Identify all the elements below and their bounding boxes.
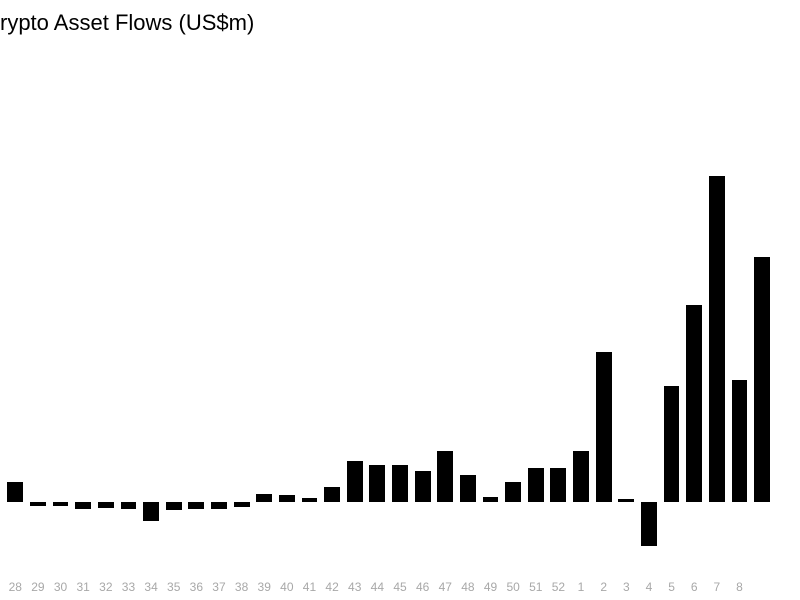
x-tick-label: 50	[506, 580, 519, 594]
bar	[732, 380, 748, 502]
chart-title: rypto Asset Flows (US$m)	[0, 10, 254, 36]
bar	[392, 465, 408, 502]
bar	[573, 451, 589, 502]
x-tick-label: 52	[552, 580, 565, 594]
x-tick-label: 4	[646, 580, 653, 594]
x-tick-label: 49	[484, 580, 497, 594]
x-tick-label: 40	[280, 580, 293, 594]
bar	[483, 497, 499, 502]
bar	[30, 502, 46, 506]
x-axis: 2829303132333435363738394041424344454647…	[4, 574, 796, 600]
x-tick-label: 28	[9, 580, 22, 594]
x-tick-label: 30	[54, 580, 67, 594]
bar	[53, 502, 69, 506]
plot-area	[4, 60, 796, 570]
bar	[460, 475, 476, 502]
x-tick-label: 29	[31, 580, 44, 594]
x-tick-label: 36	[190, 580, 203, 594]
bar	[324, 487, 340, 502]
bar	[256, 494, 272, 502]
x-tick-label: 1	[578, 580, 585, 594]
bar	[98, 502, 114, 508]
x-tick-label: 41	[303, 580, 316, 594]
x-tick-label: 37	[212, 580, 225, 594]
bar	[641, 502, 657, 546]
x-tick-label: 7	[713, 580, 720, 594]
bar	[618, 499, 634, 502]
bar	[369, 465, 385, 502]
bar	[347, 461, 363, 502]
bar	[211, 502, 227, 509]
chart-container: rypto Asset Flows (US$m) 282930313233343…	[0, 0, 800, 600]
bar	[550, 468, 566, 502]
bar	[75, 502, 91, 509]
x-tick-label: 47	[439, 580, 452, 594]
bar	[279, 495, 295, 502]
x-tick-label: 38	[235, 580, 248, 594]
bar	[121, 502, 137, 509]
bar	[437, 451, 453, 502]
bar	[505, 482, 521, 502]
x-tick-label: 32	[99, 580, 112, 594]
x-tick-label: 44	[371, 580, 384, 594]
x-tick-label: 34	[144, 580, 157, 594]
x-tick-label: 42	[325, 580, 338, 594]
bar	[7, 482, 23, 502]
x-tick-label: 48	[461, 580, 474, 594]
bar	[754, 257, 770, 502]
bar	[188, 502, 204, 509]
x-tick-label: 43	[348, 580, 361, 594]
x-tick-label: 51	[529, 580, 542, 594]
x-tick-label: 31	[77, 580, 90, 594]
bar	[709, 176, 725, 502]
x-tick-label: 8	[736, 580, 743, 594]
bar	[302, 498, 318, 502]
x-tick-label: 2	[600, 580, 607, 594]
bar	[234, 502, 250, 507]
x-tick-label: 39	[258, 580, 271, 594]
x-tick-label: 35	[167, 580, 180, 594]
x-tick-label: 3	[623, 580, 630, 594]
bar	[664, 386, 680, 502]
x-tick-label: 45	[393, 580, 406, 594]
bar	[415, 471, 431, 502]
x-tick-label: 33	[122, 580, 135, 594]
x-tick-label: 6	[691, 580, 698, 594]
x-tick-label: 46	[416, 580, 429, 594]
bar	[166, 502, 182, 510]
bar	[143, 502, 159, 521]
bar	[596, 352, 612, 502]
x-tick-label: 5	[668, 580, 675, 594]
bar	[686, 305, 702, 502]
bar	[528, 468, 544, 502]
